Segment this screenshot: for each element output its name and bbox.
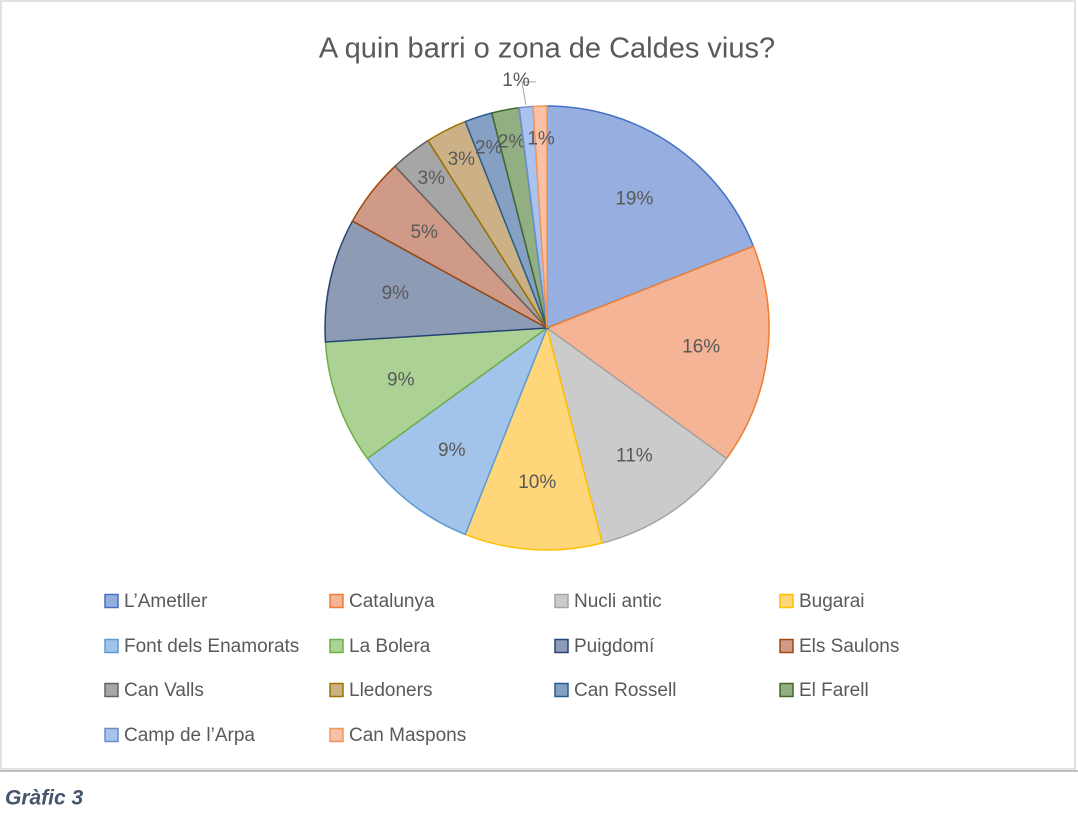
pie-slice	[546, 105, 755, 330]
legend-label: Can Maspons	[349, 725, 466, 746]
legend-label: L’Ametller	[124, 591, 208, 612]
legend-label: Bugarai	[799, 591, 865, 612]
legend-label: Puigdomí	[574, 636, 655, 657]
legend-label: Catalunya	[349, 591, 435, 612]
legend-swatch	[554, 593, 569, 609]
pie-slice	[324, 220, 550, 343]
pie-slice	[366, 325, 549, 536]
pie-slice	[324, 327, 550, 460]
legend-swatch	[104, 682, 119, 698]
legend-swatch	[329, 593, 344, 609]
data-label: 5%	[410, 222, 438, 243]
legend-label: Els Saulons	[799, 636, 899, 657]
pie-slice	[464, 325, 604, 551]
legend-swatch	[329, 682, 344, 698]
data-label: 1%	[502, 70, 530, 91]
legend-swatch	[329, 638, 344, 654]
legend-swatch	[554, 682, 569, 698]
legend-label: Lledoners	[349, 680, 432, 701]
data-label: 3%	[448, 149, 476, 170]
data-label: 10%	[518, 472, 556, 493]
legend-label: Nucli antic	[574, 591, 662, 612]
data-label: 2%	[498, 132, 526, 153]
legend-swatch	[779, 638, 794, 654]
pie-slice	[532, 105, 548, 329]
data-label: 19%	[615, 188, 653, 209]
data-label: 9%	[387, 370, 415, 391]
legend-swatch	[329, 727, 344, 743]
data-label: 11%	[616, 446, 653, 467]
legend-swatch	[104, 593, 119, 609]
leader-line	[521, 81, 537, 105]
legend-swatch	[554, 638, 569, 654]
legend-swatch	[104, 638, 119, 654]
chart-title: A quin barri o zona de Caldes vius?	[319, 33, 775, 65]
caption: Gràfic 3	[5, 787, 84, 810]
pie-slice	[545, 326, 728, 544]
data-label: 1%	[527, 128, 555, 149]
legend-swatch	[104, 727, 119, 743]
data-label: 16%	[682, 336, 720, 357]
data-label: 3%	[418, 168, 446, 189]
legend-swatch	[779, 682, 794, 698]
legend-label: El Farell	[799, 680, 869, 701]
legend-label: Font dels Enamorats	[124, 636, 299, 657]
legend-label: Can Valls	[124, 680, 204, 701]
legend-label: Can Rossell	[574, 680, 676, 701]
pie-slice	[545, 245, 770, 460]
data-label: 9%	[438, 440, 466, 461]
legend-swatch	[779, 593, 794, 609]
legend-label: Camp de l’Arpa	[124, 725, 255, 746]
legend-label: La Bolera	[349, 636, 431, 657]
data-label: 2%	[475, 138, 503, 159]
data-label: 9%	[382, 283, 410, 304]
